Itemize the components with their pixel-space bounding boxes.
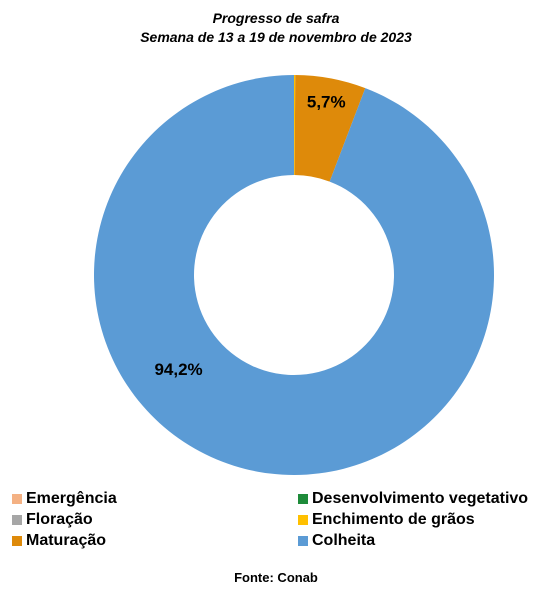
legend-label-4: Maturação <box>26 532 107 549</box>
legend-item-0: Emergência <box>12 489 117 509</box>
data-label-4: 5,7% <box>307 92 346 111</box>
legend-item-4: Maturação <box>12 531 106 551</box>
legend-swatch-2 <box>12 515 22 525</box>
legend-label-1: Desenvolvimento vegetativo <box>312 490 529 507</box>
slice-4 <box>294 75 366 182</box>
legend-swatch-1 <box>298 494 308 504</box>
legend-swatch-5 <box>298 536 308 546</box>
chart-title: Progresso de safra <box>212 10 340 26</box>
slice-5 <box>93 75 494 475</box>
chart-subtitle: Semana de 13 a 19 de novembro de 2023 <box>140 29 412 45</box>
legend-swatch-3 <box>298 515 308 525</box>
legend-item-5: Colheita <box>298 531 375 551</box>
data-label-5: 94,2% <box>154 360 202 379</box>
legend-item-1: Desenvolvimento vegetativo <box>298 489 528 509</box>
legend-label-2: Floração <box>26 511 93 528</box>
legend-swatch-0 <box>12 494 22 504</box>
legend-swatch-4 <box>12 536 22 546</box>
legend-label-5: Colheita <box>312 532 376 549</box>
legend-label-3: Enchimento de grãos <box>312 511 475 528</box>
legend-item-2: Floração <box>12 510 93 530</box>
legend-item-3: Enchimento de grãos <box>298 510 475 530</box>
legend-label-0: Emergência <box>26 490 117 507</box>
slice-3 <box>294 75 296 176</box>
source-note: Fonte: Conab <box>234 570 318 585</box>
